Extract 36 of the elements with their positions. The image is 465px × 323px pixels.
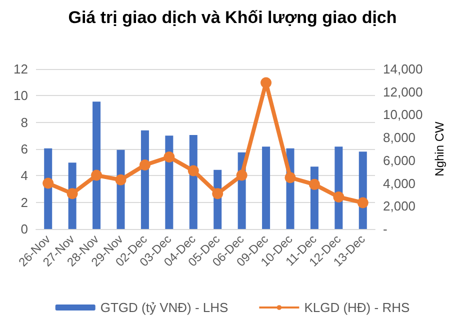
y-tick-label: 8	[20, 114, 28, 130]
y2-tick-label: 12,000	[383, 84, 423, 100]
y2-axis-title: Nghin CW	[432, 120, 447, 176]
point	[333, 192, 344, 202]
y2-tick-label: 10,000	[383, 107, 423, 122]
point	[164, 152, 175, 162]
y2-tick-label: 6,000	[383, 152, 416, 168]
legend-label: KLGD (HĐ) - RHS	[304, 300, 410, 315]
point	[357, 197, 368, 208]
point	[115, 174, 126, 186]
point	[139, 160, 150, 170]
point	[188, 165, 199, 176]
point	[42, 178, 54, 189]
point	[236, 170, 248, 181]
point	[284, 172, 296, 184]
y2-tick-label: 14,000	[383, 62, 423, 76]
y-tick-label: 0	[20, 222, 28, 236]
bar	[262, 146, 270, 229]
y-tick-label: 4	[20, 168, 28, 184]
y-tick-label: 6	[20, 142, 28, 156]
y-tick-label: 10	[14, 88, 28, 104]
y-tick-label: 12	[14, 62, 28, 76]
point	[260, 77, 272, 88]
chart-title: Giá trị giao dịch và Khối lượng giao dịch	[68, 8, 397, 27]
point	[66, 188, 78, 200]
point	[212, 188, 224, 200]
bar	[140, 130, 149, 229]
point	[308, 178, 320, 190]
bar	[92, 102, 101, 229]
y2-tick-label: 2,000	[383, 198, 416, 214]
y2-tick-label: 8,000	[383, 130, 416, 146]
y2-tick-label: -	[383, 222, 388, 236]
y-tick-label: 2	[20, 194, 28, 210]
y2-tick-label: 4,000	[383, 176, 416, 191]
point	[91, 170, 102, 181]
legend-label: GTGD (tỷ VNĐ) - LHS	[100, 300, 229, 315]
